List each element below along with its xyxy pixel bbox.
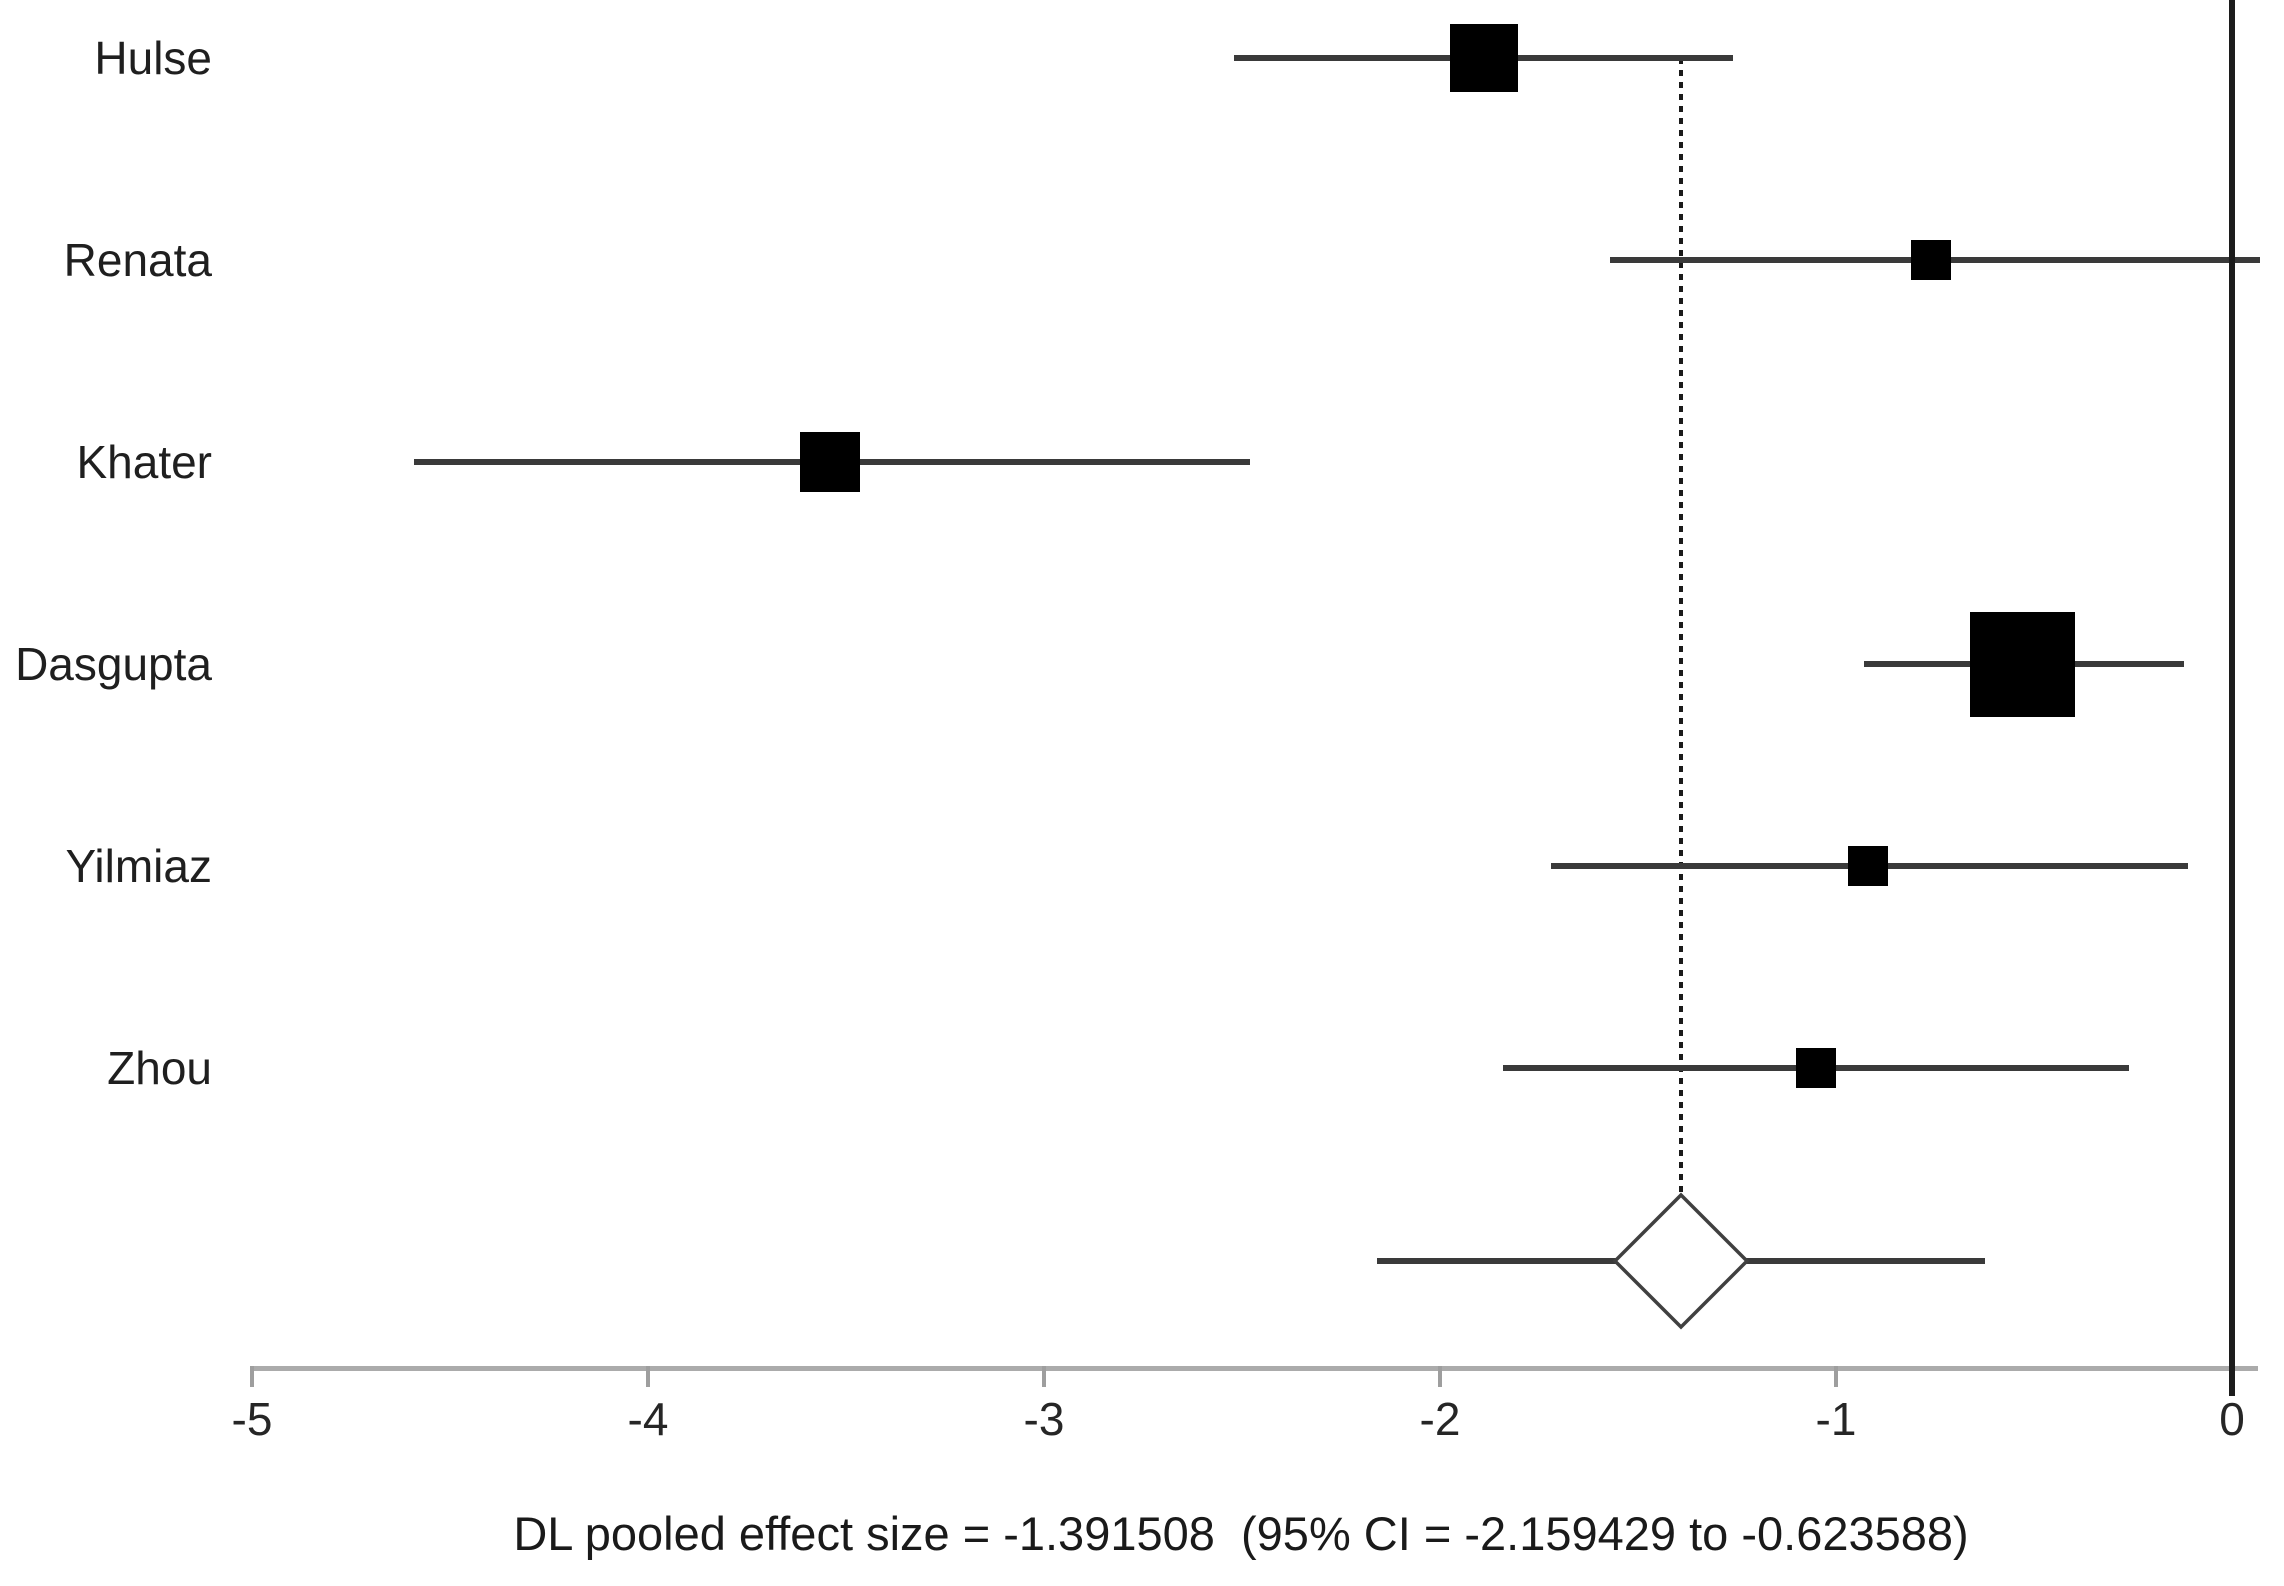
zero-reference-line	[2229, 0, 2235, 1396]
pooled-dashed-line	[1678, 58, 1683, 1195]
effect-square	[1449, 24, 1518, 92]
x-axis-tick-label: -4	[627, 1393, 669, 1445]
x-axis-tick	[1042, 1366, 1046, 1387]
effect-square	[1796, 1048, 1837, 1088]
x-axis-tick	[646, 1366, 650, 1387]
study-label: Renata	[63, 234, 212, 286]
x-axis-tick-label: -3	[1023, 1393, 1065, 1445]
x-axis-tick	[250, 1366, 254, 1387]
study-label: Hulse	[94, 32, 212, 84]
effect-square	[800, 432, 861, 492]
x-axis-tick-label: 0	[2219, 1393, 2245, 1445]
x-axis-line	[250, 1366, 2258, 1371]
pooled-diamond	[1612, 1192, 1750, 1330]
study-label: Zhou	[107, 1042, 212, 1094]
x-axis-tick	[1438, 1366, 1442, 1387]
pooled-effect-caption: DL pooled effect size = -1.391508 (95% C…	[513, 1507, 1969, 1560]
study-label: Khater	[76, 436, 212, 488]
x-axis-tick-label: -1	[1815, 1393, 1857, 1445]
x-axis-tick	[1834, 1366, 1838, 1387]
effect-square	[1969, 611, 2075, 717]
study-label: Dasgupta	[15, 638, 212, 690]
pooled-diamond-shape	[1612, 1192, 1750, 1330]
x-axis-tick-label: -2	[1419, 1393, 1461, 1445]
effect-square	[1911, 240, 1952, 280]
study-label: Yilmiaz	[65, 840, 212, 892]
effect-square	[1847, 846, 1888, 886]
x-axis-tick-label: -5	[231, 1393, 273, 1445]
